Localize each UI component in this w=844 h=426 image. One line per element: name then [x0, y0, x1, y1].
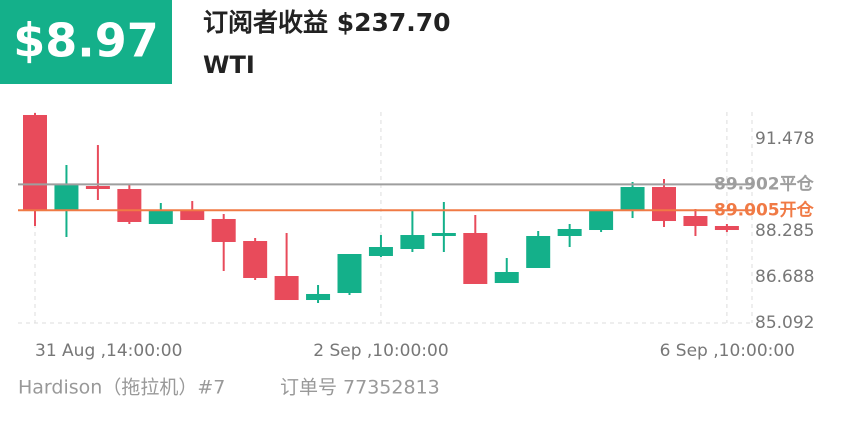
candle-body: [337, 254, 362, 294]
y-tick-label: 85.092: [755, 313, 814, 333]
candle-body: [368, 247, 393, 256]
candle-body: [306, 293, 331, 301]
reference-label: 89.005开仓: [714, 199, 815, 220]
candle-body: [463, 232, 488, 284]
symbol: WTI: [203, 51, 255, 79]
candle-body: [589, 211, 614, 231]
x-tick-label: 31 Aug ,14:00:00: [35, 341, 182, 361]
candle-body: [714, 225, 739, 231]
reference-name: 开仓: [780, 199, 815, 220]
profit-badge: [0, 0, 172, 84]
trader: Hardison（拖拉机）#7: [18, 377, 225, 399]
profit: $8.97: [13, 14, 159, 68]
reference-value: 89.902: [714, 174, 780, 194]
candle-body: [557, 228, 582, 236]
y-tick-label: 91.478: [755, 129, 814, 149]
candle-body: [620, 187, 645, 212]
candle-body: [180, 210, 205, 221]
reference-name: 平仓: [780, 173, 815, 194]
reference-value: 89.005: [714, 200, 780, 220]
y-tick-label: 86.688: [755, 267, 814, 287]
candle-body: [85, 186, 110, 190]
order-number: 订单号 77352813: [280, 377, 440, 399]
reference-label: 89.902平仓: [714, 173, 815, 194]
title: 订阅者收益 $237.70: [203, 8, 451, 37]
candle-body: [243, 241, 268, 278]
candle-body: [23, 114, 47, 212]
x-tick-label: 6 Sep ,10:00:00: [660, 341, 795, 361]
candle-body: [148, 211, 173, 225]
candle-body: [117, 189, 142, 222]
candle-body: [54, 185, 79, 211]
candle-body: [526, 235, 551, 269]
x-tick-label: 2 Sep ,10:00:00: [313, 341, 448, 361]
candle-body: [274, 276, 299, 301]
y-tick-label: 88.285: [755, 221, 814, 241]
candle-body: [494, 272, 519, 284]
candle-body: [211, 218, 236, 242]
candle-body: [400, 235, 425, 249]
candle-body: [683, 216, 708, 226]
candle-body: [431, 232, 456, 236]
candle-body: [652, 187, 676, 222]
